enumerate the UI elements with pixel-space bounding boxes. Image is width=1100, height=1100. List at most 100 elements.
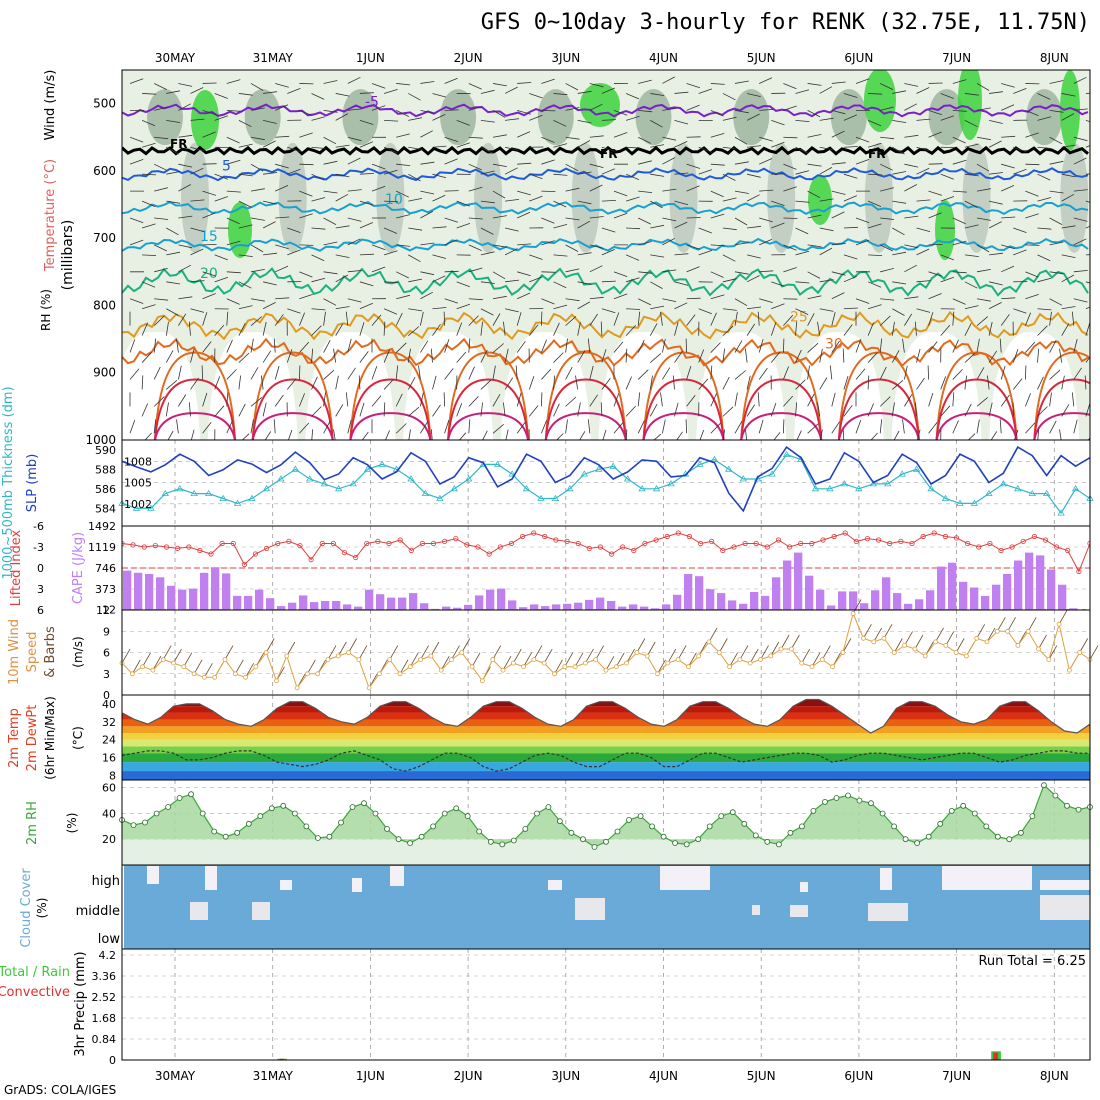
wind-barb (722, 227, 737, 231)
wind-barb (863, 624, 872, 639)
wind-barb (843, 226, 858, 229)
wind-barb (831, 211, 845, 219)
wind-barb (1025, 271, 1039, 278)
cape-bar (893, 593, 902, 610)
wind10m-title: Speed (25, 632, 40, 673)
wind-barb (746, 275, 760, 283)
wind-barb (601, 200, 616, 202)
wind-barb (783, 419, 785, 434)
wind-barb (870, 432, 878, 440)
wind-speed-point (129, 671, 135, 677)
surface-isotherm (935, 412, 1018, 440)
wind-barb (916, 146, 931, 152)
li-point (786, 544, 793, 550)
wind-barb (880, 217, 895, 220)
wind-barb (565, 217, 580, 221)
wind-barb (408, 308, 423, 312)
li-point (508, 540, 514, 547)
wind-barb (556, 433, 564, 440)
rh-point (349, 804, 356, 810)
bottom-date-label: 8JUN (1040, 1069, 1069, 1083)
wind-barb (662, 237, 675, 246)
rh-point (1075, 806, 1082, 813)
wind-barb (408, 278, 423, 283)
cape-bar (497, 588, 506, 610)
cape-bar (398, 597, 407, 610)
wind-barb (444, 270, 459, 273)
rh-point (660, 833, 667, 840)
wind-barb (1061, 144, 1076, 148)
moist-region (571, 142, 600, 253)
thickness-point (1042, 489, 1051, 496)
wind-barb (674, 141, 688, 148)
wind-barb (456, 303, 471, 310)
wind-barb (234, 659, 244, 674)
wind-barb (408, 227, 423, 231)
wind-barb (154, 298, 169, 301)
wind-barb (1025, 109, 1039, 116)
li-point (386, 540, 392, 547)
li-point (408, 547, 414, 554)
surface-isotherm (740, 351, 823, 440)
wind-barb (430, 348, 433, 363)
wind-barb (625, 325, 636, 336)
wind-barb (1049, 311, 1052, 326)
wind-tick-label: 12 (96, 604, 110, 617)
wind-barb (262, 302, 276, 310)
surface-isotherm (1033, 412, 1090, 440)
wind-barb (383, 402, 386, 417)
wind-barb (710, 342, 721, 353)
precip-panel: Run Total = 6.25 (277, 954, 1086, 1061)
wind-barb (202, 392, 208, 407)
cape-bar (717, 593, 726, 610)
wind-barb (565, 316, 577, 326)
wind-barb (504, 377, 514, 390)
wind-barb (262, 140, 276, 148)
wind-barb (722, 325, 734, 336)
wind-barb (323, 392, 326, 407)
wind-barb (201, 365, 203, 380)
cape-bar (464, 604, 473, 610)
wind-barb (250, 367, 259, 380)
wind-barb (638, 79, 652, 84)
wind-barb (904, 296, 919, 300)
thickness-point (580, 470, 589, 477)
wind-barb (1049, 136, 1063, 145)
isotherm-label: 5 (222, 158, 231, 174)
wind-barb (541, 217, 555, 224)
wind-barb (1085, 92, 1090, 94)
rh-point (418, 833, 425, 840)
wind-barb (307, 659, 316, 674)
wind-speed-point (562, 664, 568, 670)
wind-barb (626, 146, 641, 149)
wind-barb (1027, 617, 1037, 632)
wind-barb (226, 159, 241, 165)
temp-band (122, 712, 1090, 720)
wind-barb (299, 213, 313, 219)
wind-speed-point (263, 650, 269, 655)
li-point (297, 542, 303, 549)
wind-barb (263, 119, 277, 124)
wind-barb (264, 431, 272, 440)
thickness-point (667, 480, 675, 487)
wind-barb (795, 200, 810, 203)
wind-speed-point (696, 653, 702, 659)
cape-bar (816, 589, 825, 610)
wind-barb (650, 93, 665, 96)
li-point (798, 540, 804, 547)
temp-tick-label: 32 (102, 716, 116, 729)
wind-barb (722, 278, 737, 283)
wind-barb (916, 248, 930, 256)
wind-speed-point (304, 671, 310, 677)
wind-barb (1085, 225, 1090, 229)
rh-point (983, 823, 990, 830)
temp-band (122, 753, 1090, 763)
wind-barb (722, 93, 736, 101)
cape-bar (387, 597, 396, 610)
wind-barb (311, 254, 325, 262)
wind-barb (976, 217, 991, 221)
cape-bar (959, 581, 968, 610)
wind-barb (589, 313, 598, 326)
wind-barb (601, 146, 616, 152)
moist-region (635, 89, 672, 146)
